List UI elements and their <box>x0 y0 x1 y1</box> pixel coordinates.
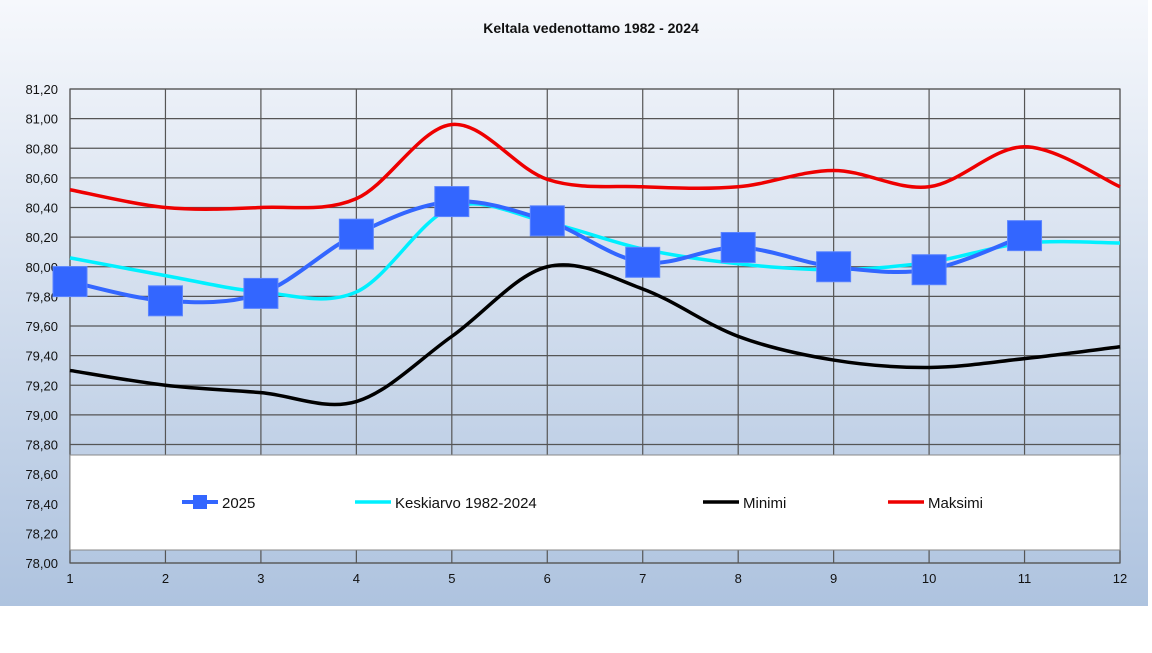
x-tick-label: 1 <box>66 571 73 586</box>
x-tick-label: 7 <box>639 571 646 586</box>
y-axis: 78,00 78,20 78,40 78,60 78,80 79,00 79,20 79,40… <box>25 82 58 571</box>
y-tick-label: 79,80 <box>25 289 58 304</box>
y-tick-label: 79,60 <box>25 319 58 334</box>
x-tick-label: 3 <box>257 571 264 586</box>
y-tick-label: 81,20 <box>25 82 58 97</box>
data-point-2025 <box>338 218 374 250</box>
y-tick-label: 80,00 <box>25 260 58 275</box>
x-tick-label: 8 <box>735 571 742 586</box>
y-tick-label: 80,40 <box>25 201 58 216</box>
x-tick-label: 9 <box>830 571 837 586</box>
x-tick-label: 4 <box>353 571 360 586</box>
y-tick-label: 78,20 <box>25 526 58 541</box>
y-tick-label: 79,40 <box>25 349 58 364</box>
data-point-2025 <box>1007 220 1043 252</box>
plot-border <box>69 88 1121 564</box>
legend-label: Maksimi <box>928 495 983 512</box>
x-tick-label: 11 <box>1018 571 1032 586</box>
data-point-2025 <box>243 277 279 309</box>
data-point-2025 <box>434 186 470 218</box>
data-point-2025 <box>529 205 565 237</box>
data-point-2025 <box>625 246 661 278</box>
y-tick-label: 80,60 <box>25 171 58 186</box>
data-point-2025 <box>720 231 756 263</box>
legend-marker <box>193 495 207 509</box>
data-point-2025 <box>147 285 183 317</box>
data-point-2025 <box>52 266 88 298</box>
legend: 2025 Keskiarvo 1982-2024 Minimi Maksimi <box>69 454 1121 551</box>
series-group <box>52 122 1121 407</box>
y-tick-label: 78,00 <box>25 556 58 571</box>
y-tick-label: 78,80 <box>25 438 58 453</box>
x-tick-label: 6 <box>544 571 551 586</box>
series-line-minimi <box>69 263 1121 407</box>
legend-label: 2025 <box>222 495 255 512</box>
x-tick-label: 10 <box>922 571 936 586</box>
y-tick-label: 78,40 <box>25 497 58 512</box>
y-tick-label: 81,00 <box>25 112 58 127</box>
y-tick-label: 80,80 <box>25 141 58 156</box>
y-tick-label: 79,00 <box>25 408 58 423</box>
y-tick-label: 78,60 <box>25 467 58 482</box>
data-point-2025 <box>911 254 947 286</box>
chart-title: Keltala vedenottamo 1982 - 2024 <box>483 20 699 36</box>
x-tick-label: 2 <box>162 571 169 586</box>
legend-label: Keskiarvo 1982-2024 <box>395 495 537 512</box>
y-tick-label: 80,20 <box>25 230 58 245</box>
legend-box <box>69 454 1121 551</box>
x-tick-label: 12 <box>1113 571 1127 586</box>
legend-label: Minimi <box>743 495 786 512</box>
data-point-2025 <box>816 251 852 283</box>
y-tick-label: 79,20 <box>25 378 58 393</box>
x-tick-label: 5 <box>448 571 455 586</box>
series-line-maksimi <box>69 122 1121 211</box>
x-axis: 1 2 3 4 5 6 7 8 9 10 11 12 <box>66 571 1127 586</box>
